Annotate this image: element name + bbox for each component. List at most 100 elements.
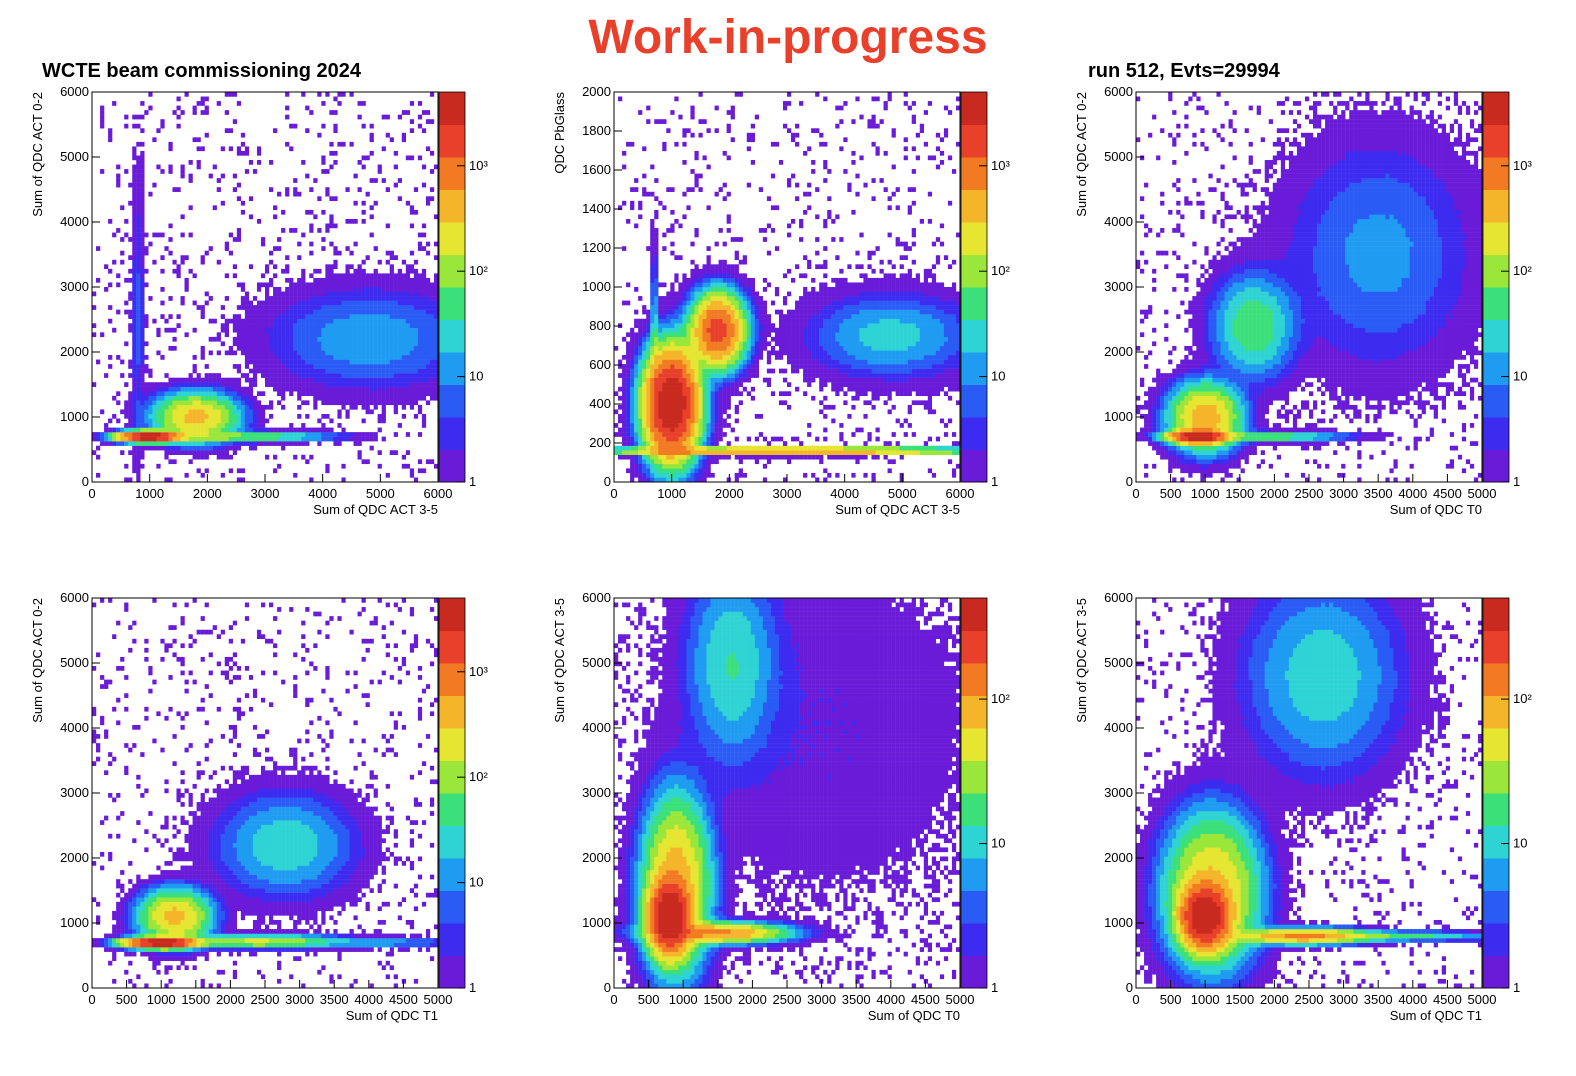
histogram-bin: [634, 223, 639, 229]
histogram-bin: [277, 382, 282, 387]
histogram-bin: [811, 314, 816, 319]
histogram-bin: [220, 395, 225, 401]
histogram-bin: [803, 191, 808, 197]
histogram-bin: [425, 296, 431, 301]
histogram-bin: [690, 373, 695, 378]
histogram-bin: [823, 468, 828, 474]
histogram-bin: [224, 436, 229, 442]
histogram-bin: [646, 391, 651, 397]
histogram-bin: [277, 427, 282, 433]
histogram-bin: [670, 386, 675, 392]
histogram-bin: [742, 300, 747, 306]
histogram-bin: [325, 223, 330, 229]
histogram-bin: [140, 246, 145, 251]
histogram-bin: [116, 273, 121, 279]
histogram-bin: [240, 391, 246, 397]
histogram-bin: [425, 282, 431, 288]
histogram-bin: [658, 318, 663, 324]
histogram-bin: [148, 105, 153, 111]
histogram-bin: [132, 246, 137, 251]
histogram-bin: [694, 400, 699, 406]
histogram-bin: [678, 391, 683, 397]
histogram-bin: [152, 413, 157, 419]
histogram-bin: [337, 277, 342, 283]
histogram-bin: [726, 373, 731, 378]
histogram-bin: [819, 400, 824, 406]
histogram-bin: [734, 404, 739, 410]
histogram-bin: [220, 377, 225, 383]
histogram-bin: [321, 237, 326, 242]
histogram-bin: [698, 173, 703, 179]
histogram-bin: [614, 432, 619, 437]
histogram-bin: [702, 345, 707, 351]
histogram-bin: [136, 232, 141, 238]
histogram-bin: [417, 391, 423, 397]
histogram-bin: [273, 468, 278, 474]
histogram-bin: [726, 291, 731, 297]
histogram-bin: [325, 264, 330, 270]
histogram-bin: [120, 250, 125, 256]
histogram-bin: [128, 427, 133, 433]
histogram-bin: [357, 386, 362, 392]
histogram-bin: [702, 296, 707, 301]
histogram-bin: [626, 218, 631, 224]
histogram-bin: [698, 336, 703, 342]
histogram-bin: [791, 132, 796, 138]
histogram-bin: [674, 450, 679, 455]
histogram-bin: [634, 432, 639, 437]
histogram-bin: [385, 187, 390, 192]
histogram-bin: [710, 264, 715, 270]
histogram-bin: [746, 373, 751, 378]
histogram-bin: [240, 477, 246, 483]
histogram-bin: [389, 305, 394, 310]
histogram-bin: [132, 268, 137, 274]
histogram-bin: [774, 350, 780, 356]
histogram-bin: [301, 341, 306, 347]
histogram-bin: [642, 377, 647, 383]
histogram-bin: [273, 373, 278, 378]
histogram-bin: [734, 277, 739, 283]
histogram-bin: [770, 436, 776, 442]
histogram-bin: [702, 459, 707, 465]
histogram-bin: [244, 395, 250, 401]
histogram-bin: [192, 391, 197, 397]
histogram-bin: [409, 205, 415, 211]
histogram-bin: [341, 282, 346, 288]
histogram-bin: [710, 268, 715, 274]
histogram-bin: [634, 373, 639, 378]
histogram-bin: [341, 436, 346, 442]
histogram-bin: [807, 146, 812, 152]
histogram-bin: [156, 327, 161, 333]
histogram-bin: [795, 305, 800, 310]
histogram-bin: [658, 200, 663, 206]
histogram-bin: [433, 373, 439, 378]
histogram-bin: [831, 382, 836, 387]
histogram-bin: [670, 450, 675, 455]
histogram-bin: [252, 445, 258, 451]
histogram-bin: [265, 382, 270, 387]
histogram-bin: [313, 178, 318, 183]
histogram-bin: [140, 223, 145, 229]
histogram-bin: [285, 277, 290, 283]
histogram-bin: [325, 341, 330, 347]
histogram-bin: [815, 214, 820, 220]
histogram-bin: [782, 377, 788, 383]
histogram-bin: [674, 463, 679, 469]
histogram-bin: [357, 441, 362, 446]
histogram-bin: [228, 441, 234, 446]
histogram-bin: [124, 432, 129, 437]
histogram-bin: [92, 332, 97, 338]
histogram-bin: [325, 395, 330, 401]
histogram-bin: [329, 300, 334, 306]
histogram-bin: [646, 459, 651, 465]
histogram-bin: [710, 368, 715, 374]
histogram-bin: [132, 264, 137, 270]
histogram-bin: [252, 395, 258, 401]
histogram-bin: [321, 341, 326, 347]
histogram-bin: [140, 327, 145, 333]
histogram-bin: [682, 323, 687, 329]
histogram-bin: [766, 350, 772, 356]
histogram-bin: [297, 377, 302, 383]
histogram-bin: [293, 427, 298, 433]
histogram-bin: [706, 246, 711, 251]
